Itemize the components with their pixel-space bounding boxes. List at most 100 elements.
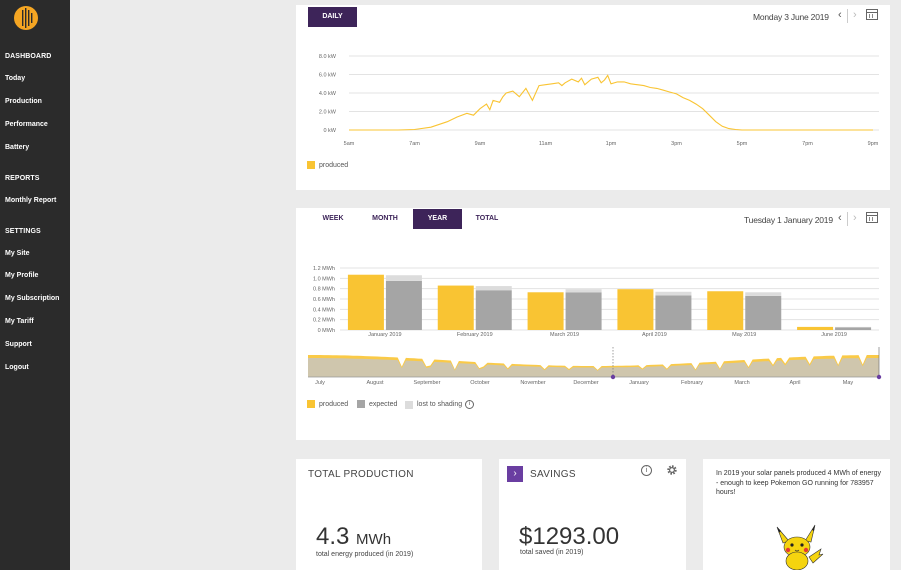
sidebar-item-logout[interactable]: Logout [5, 364, 29, 371]
period-date: Tuesday 1 January 2019 [744, 215, 833, 225]
legend-label-lost: lost to shading [417, 401, 463, 408]
bar-lost-to-shading[interactable] [835, 326, 872, 328]
bar-lost-to-shading[interactable] [475, 286, 512, 291]
bar-lost-to-shading[interactable] [745, 292, 782, 296]
legend-swatch-produced [307, 400, 315, 408]
calendar-icon[interactable] [866, 212, 878, 223]
daily-date: Monday 3 June 2019 [753, 12, 829, 22]
expand-chevron-icon[interactable]: › [507, 466, 523, 482]
x-tick-label: 1pm [606, 141, 617, 147]
navigator-handle-left-knob[interactable] [610, 374, 616, 380]
legend-swatch-produced [307, 161, 315, 169]
info-icon[interactable]: i [465, 400, 475, 409]
y-tick-label: 0.2 MWh [313, 318, 335, 324]
period-card: WEEK MONTH YEAR TOTAL Tuesday 1 January 201… [296, 208, 890, 440]
produced-line [349, 74, 873, 131]
navigator-handle-right-knob[interactable] [876, 374, 882, 380]
x-tick-label: 11am [539, 141, 553, 147]
x-tick-label: 7pm [802, 141, 813, 147]
total-production-card: TOTAL PRODUCTION 4.3 MWh total energy pr… [296, 459, 482, 570]
tab-total[interactable]: TOTAL [475, 215, 499, 222]
bar-expected[interactable] [835, 327, 872, 330]
bar-lost-to-shading[interactable] [565, 289, 602, 293]
bar-lost-to-shading[interactable] [385, 275, 422, 281]
tab-week[interactable]: WEEK [322, 215, 344, 222]
total-production-value: 4.3 MWh [316, 523, 391, 551]
sidebar-item-performance[interactable]: Performance [5, 121, 48, 128]
sidebar-section-settings: SETTINGS [5, 228, 41, 235]
sidebar-item-support[interactable]: Support [5, 341, 32, 348]
x-tick-label: 5am [344, 141, 355, 147]
bar-produced[interactable] [617, 289, 654, 330]
navigator-x-tick-label: May [843, 380, 854, 386]
bar-expected[interactable] [475, 290, 512, 330]
x-tick-label: May 2019 [732, 332, 756, 338]
y-tick-label: 4.0 kW [319, 91, 337, 97]
tab-daily[interactable]: DAILY [308, 7, 357, 27]
navigator-x-tick-label: March [734, 380, 749, 386]
production-unit: MWh [356, 531, 392, 548]
tab-year[interactable]: YEAR [413, 209, 462, 229]
legend-label-produced: produced [319, 400, 349, 408]
card-title: TOTAL PRODUCTION [308, 469, 414, 480]
y-tick-label: 1.2 MWh [313, 266, 335, 272]
sidebar-item-my-tariff[interactable]: My Tariff [5, 318, 34, 325]
sidebar-item-monthly-report[interactable]: Monthly Report [5, 197, 57, 204]
logo-icon[interactable] [13, 5, 39, 31]
navigator-x-tick-label: November [520, 380, 546, 386]
next-day-arrow-icon[interactable]: › [853, 9, 857, 21]
bar-produced[interactable] [797, 326, 834, 330]
x-tick-label: 7am [409, 141, 420, 147]
sidebar-section-reports: REPORTS [5, 175, 40, 182]
production-number: 4.3 [316, 523, 350, 550]
next-period-arrow-icon[interactable]: › [853, 212, 857, 224]
bar-produced[interactable] [437, 285, 474, 330]
x-tick-label: January 2019 [368, 332, 401, 338]
y-tick-label: 0 MWh [318, 328, 335, 334]
legend-produced[interactable]: produced [307, 400, 348, 408]
bar-produced[interactable] [347, 274, 384, 330]
legend-lost[interactable]: lost to shading i [405, 400, 475, 409]
bar-expected[interactable] [385, 280, 422, 330]
savings-card: › SAVINGS i $1293.00 total saved (in 201… [499, 459, 686, 570]
savings-value: $1293.00 [519, 523, 620, 550]
bar-expected[interactable] [745, 295, 782, 330]
sidebar-item-my-subscription[interactable]: My Subscription [5, 295, 60, 302]
legend-produced[interactable]: produced [307, 161, 348, 169]
sidebar: DASHBOARD Today Production Performance Batte… [0, 0, 70, 570]
prev-day-arrow-icon[interactable]: ‹ [838, 9, 842, 21]
legend-label-expected: expected [369, 400, 398, 408]
bar-expected[interactable] [565, 292, 602, 330]
calendar-icon[interactable] [866, 9, 878, 20]
year-bar-chart: 0 MWh 0.2 MWh 0.4 MWh 0.6 MWh 0.8 MWh 1.0 MWh… [313, 266, 879, 338]
gear-icon[interactable] [666, 464, 678, 476]
bar-expected[interactable] [655, 295, 692, 330]
navigator-x-tick-label: February [681, 380, 703, 386]
navigator-x-tick-label: April [789, 380, 800, 386]
navigator-x-tick-label: September [414, 380, 441, 386]
tab-month[interactable]: MONTH [372, 215, 398, 222]
divider [847, 212, 848, 226]
sidebar-item-production[interactable]: Production [5, 98, 42, 105]
navigator-x-tick-label: December [573, 380, 599, 386]
bar-produced[interactable] [707, 291, 744, 330]
daily-chart: 0 kW 2.0 kW 4.0 kW 6.0 kW 8.0 kW 5am 7am 9am 11a… [319, 54, 879, 147]
y-tick-label: 1.0 MWh [313, 276, 335, 282]
sidebar-item-my-site[interactable]: My Site [5, 250, 30, 257]
savings-caption: total saved (in 2019) [520, 549, 584, 556]
y-tick-label: 0.6 MWh [313, 297, 335, 303]
y-tick-label: 0.8 MWh [313, 287, 335, 293]
sidebar-item-battery[interactable]: Battery [5, 144, 30, 151]
info-icon[interactable]: i [641, 465, 652, 476]
production-caption: total energy produced (in 2019) [316, 551, 414, 558]
sidebar-section-dashboard: DASHBOARD [5, 53, 52, 60]
sidebar-item-today[interactable]: Today [5, 75, 26, 82]
bar-produced[interactable] [527, 292, 564, 330]
bar-lost-to-shading[interactable] [655, 291, 692, 296]
navigator-chart[interactable]: July August September October November Decemb… [296, 345, 890, 387]
x-tick-label: March 2019 [550, 332, 579, 338]
prev-period-arrow-icon[interactable]: ‹ [838, 212, 842, 224]
legend-expected[interactable]: expected [357, 400, 397, 408]
sidebar-item-my-profile[interactable]: My Profile [5, 272, 39, 279]
legend-swatch-lost [405, 400, 413, 409]
